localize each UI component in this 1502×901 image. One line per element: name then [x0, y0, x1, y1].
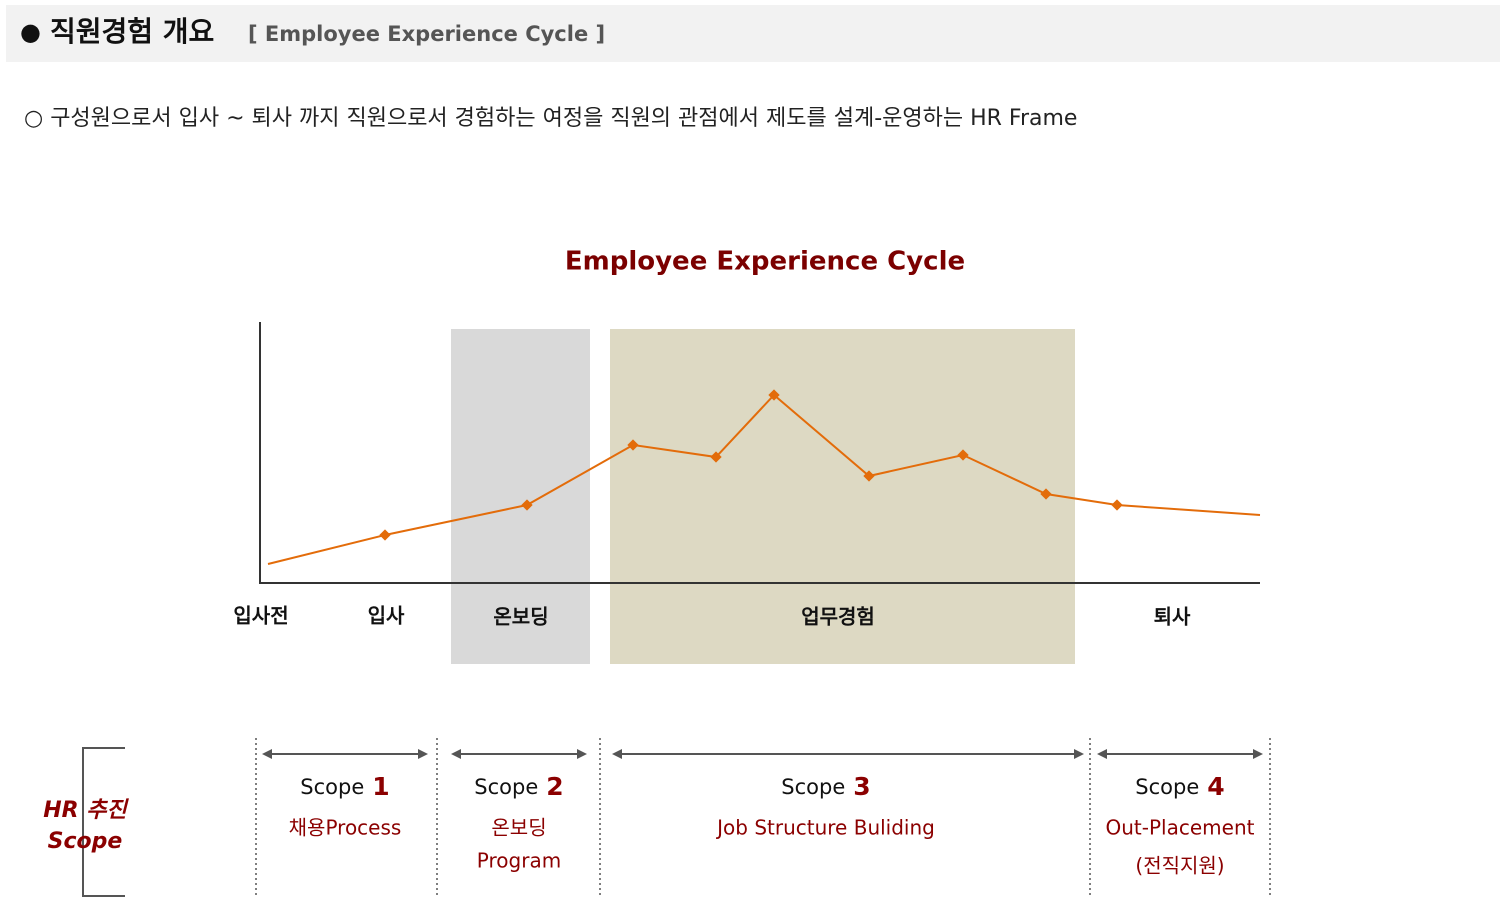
scope-label: Scope [300, 775, 364, 799]
scope-label: Scope [781, 775, 845, 799]
scope-description: Job Structure Buliding [715, 816, 935, 840]
arrow-head [262, 749, 272, 759]
arrow-head [1097, 749, 1107, 759]
scope-label: Scope [474, 775, 538, 799]
dividers [255, 738, 1271, 897]
scope-description: 온보딩 [491, 816, 546, 840]
work-band [610, 329, 1075, 664]
curve-markers [379, 389, 1123, 541]
description: ○ 구성원으로서 입사 ~ 퇴사 까지 직원으로서 경험하는 여정을 직원의 관… [24, 106, 1077, 131]
header-bullet: ● [20, 18, 41, 46]
header-bar [6, 5, 1500, 62]
hr-scope-label: HR 추진 [43, 798, 129, 823]
hr-scope-label: Scope [48, 829, 123, 854]
scope-heading: Scope 3 [781, 772, 870, 801]
scope-number: 1 [372, 772, 389, 801]
arrow-head [1253, 749, 1263, 759]
scope-bracket [82, 747, 125, 897]
arrow-head [612, 749, 622, 759]
scope-number: 4 [1207, 772, 1224, 801]
stage-label: 입사 [368, 604, 405, 628]
scope-description: (전직지원) [1135, 854, 1224, 878]
scope-label: Scope [1135, 775, 1199, 799]
scope-description: Out-Placement [1106, 816, 1255, 840]
scope-number: 2 [546, 772, 563, 801]
arrow-head [418, 749, 428, 759]
stage-label: 업무경험 [801, 605, 875, 629]
onboarding-band [451, 329, 590, 664]
scope-heading: Scope 2 [474, 772, 563, 801]
arrow-head [577, 749, 587, 759]
stage-label: 온보딩 [493, 605, 548, 629]
stage-label: 입사전 [233, 604, 288, 628]
header-subtitle: [ Employee Experience Cycle ] [248, 22, 605, 46]
arrow-head [1074, 749, 1084, 759]
stage-label: 퇴사 [1154, 605, 1191, 629]
diagram-title: Employee Experience Cycle [565, 247, 965, 277]
header-title: 직원경험 개요 [50, 15, 214, 48]
scope-description: Program [477, 849, 561, 873]
arrow-head [451, 749, 461, 759]
scope-number: 3 [853, 772, 870, 801]
scope-heading: Scope 1 [300, 772, 389, 801]
scope-description: 채용Process [289, 816, 402, 840]
scope-heading: Scope 4 [1135, 772, 1224, 801]
